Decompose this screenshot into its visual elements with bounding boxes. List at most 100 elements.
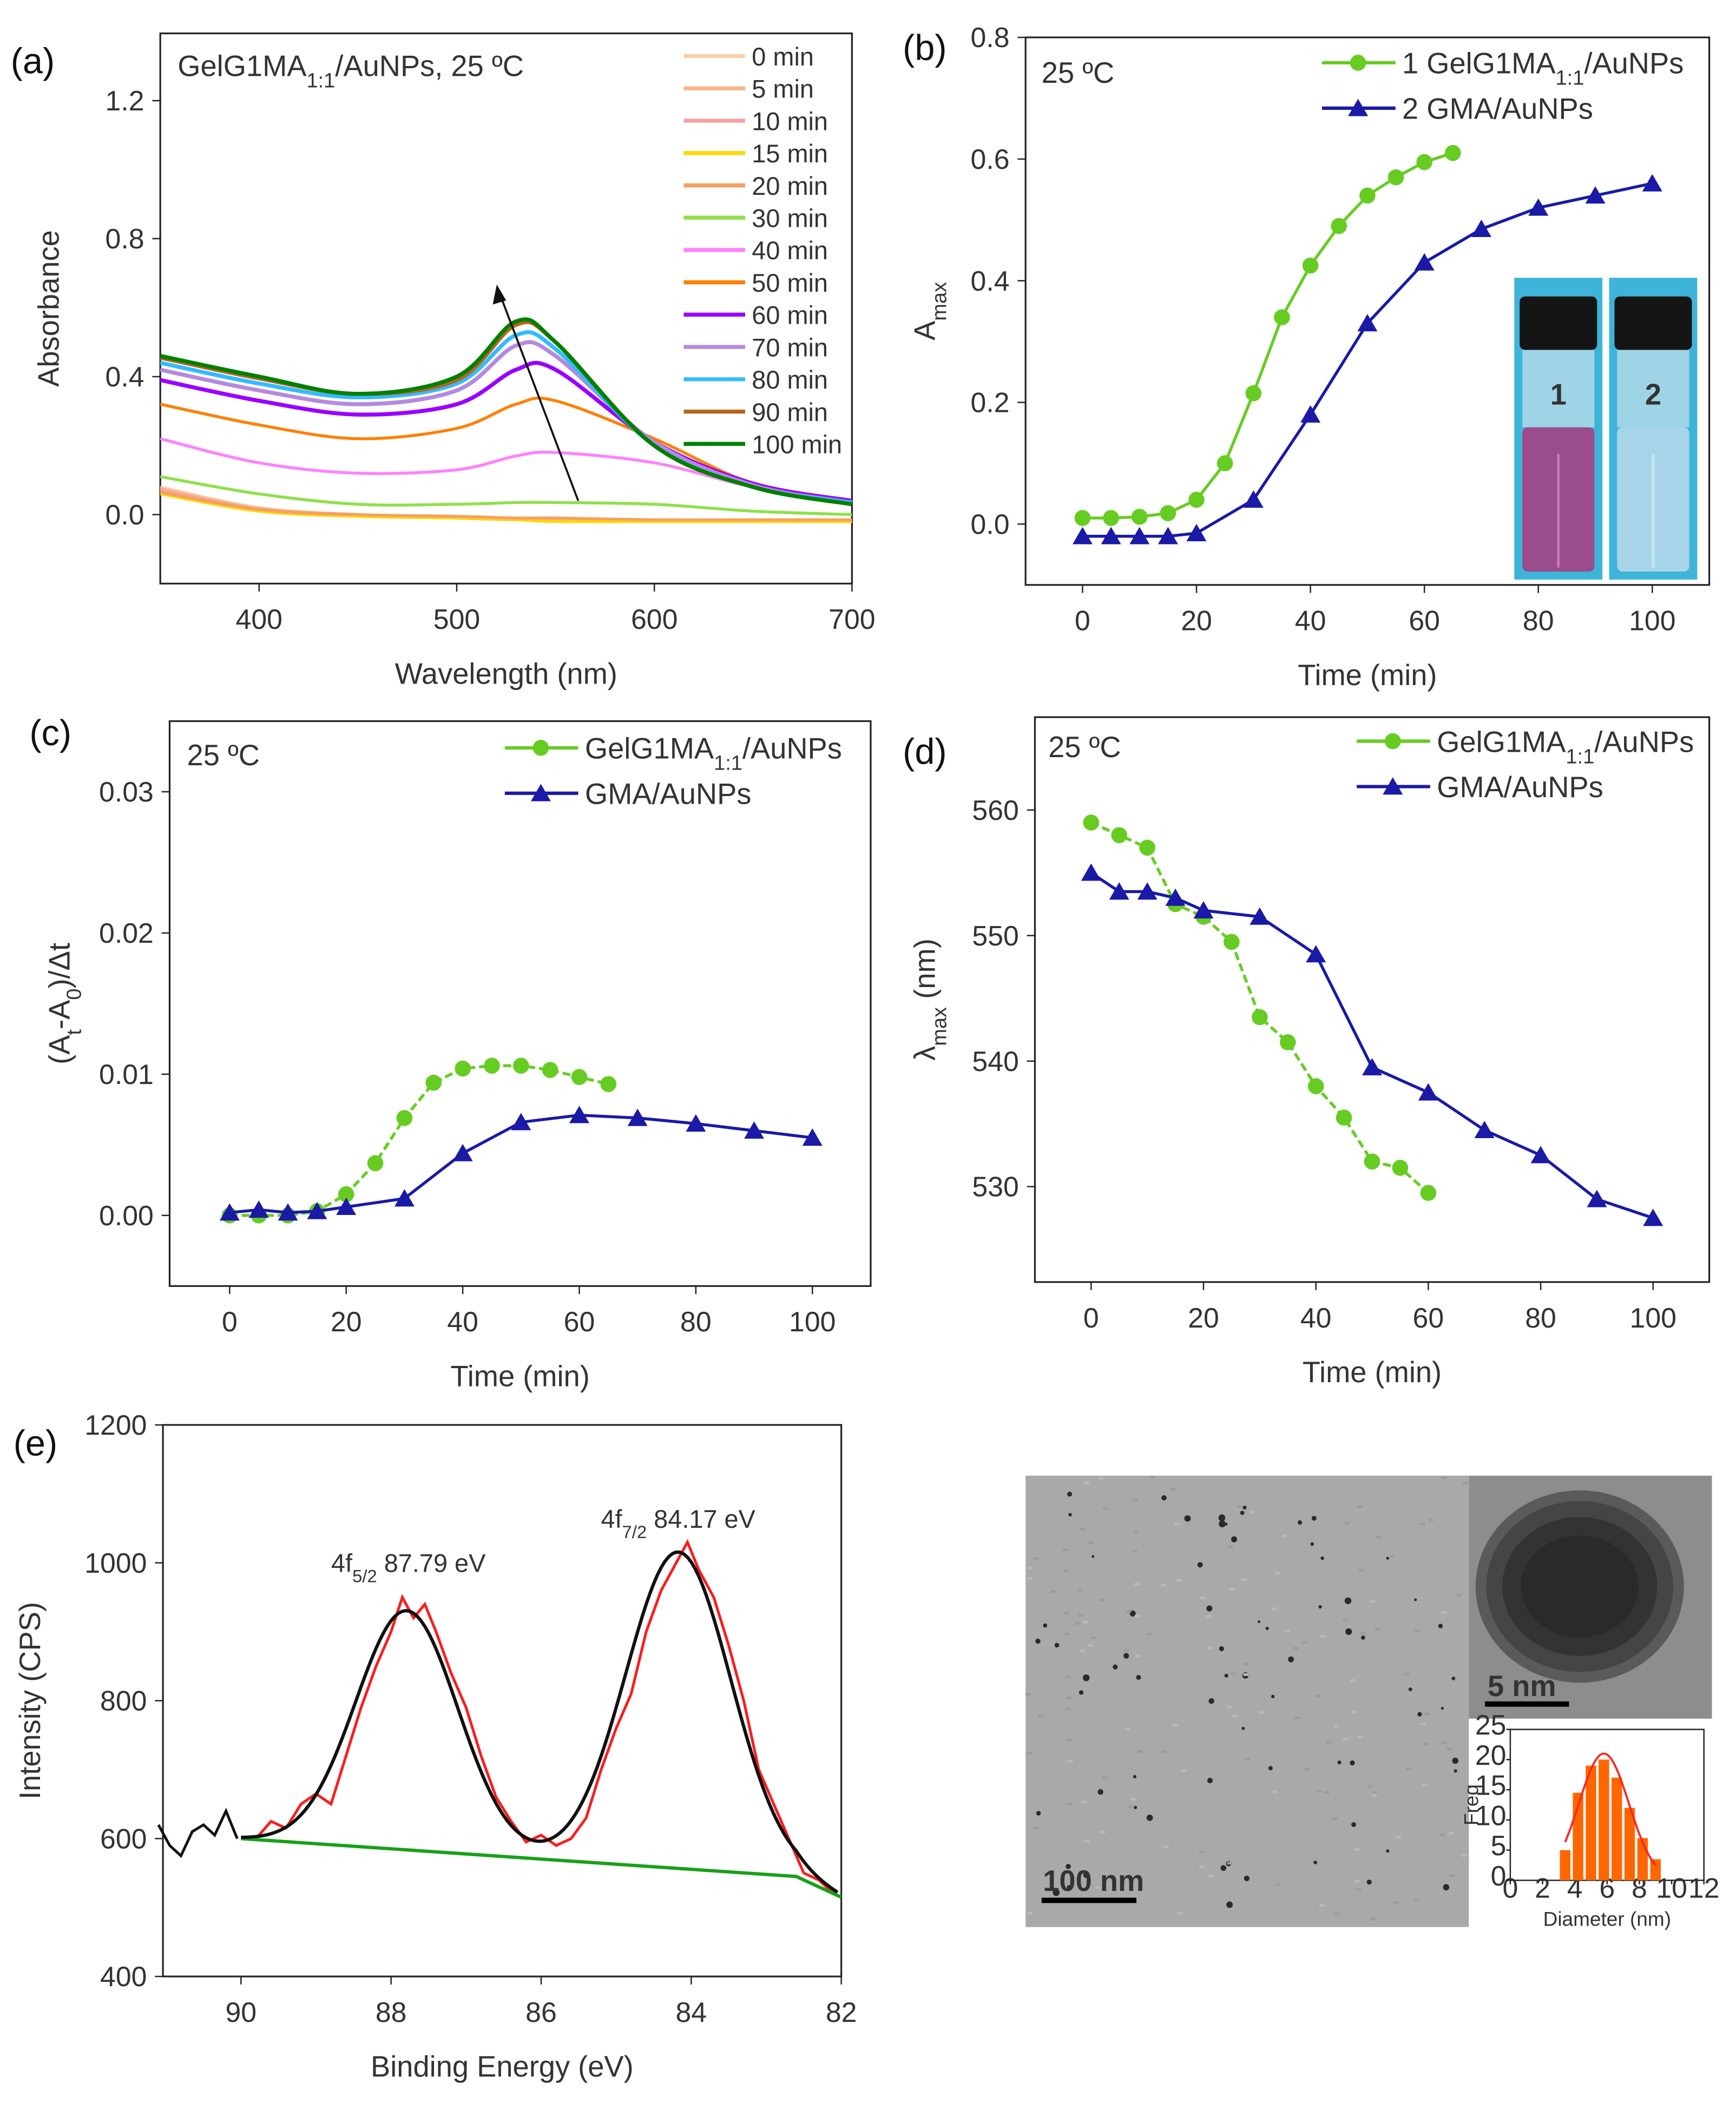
nanoparticle	[1454, 1769, 1457, 1773]
image-noise	[1370, 1600, 1376, 1603]
image-noise	[1358, 1568, 1364, 1572]
image-noise	[1249, 1510, 1255, 1514]
nanoparticle-lattice	[1521, 1535, 1639, 1638]
data-point	[1643, 1208, 1663, 1226]
image-noise	[1324, 1791, 1330, 1794]
data-point	[1445, 144, 1461, 161]
image-noise	[1396, 1836, 1402, 1839]
data-point	[511, 1113, 531, 1131]
data-point	[1383, 777, 1403, 795]
data-point	[1336, 1109, 1352, 1126]
nanoparticle	[1268, 1766, 1273, 1771]
x-tick-label: 80	[680, 1306, 712, 1337]
image-noise	[1272, 1790, 1278, 1794]
image-noise	[1206, 1615, 1212, 1618]
data-point	[1348, 98, 1369, 116]
nanoparticle	[1184, 1515, 1191, 1522]
nanoparticle	[1366, 1879, 1372, 1885]
raw-spectrum-left	[157, 1808, 239, 1858]
nanoparticle	[1129, 1610, 1136, 1617]
panel-a: 400 500 600 700 0.0 0.4 0.8 1.2 Wavelength (nm) A…	[32, 32, 876, 690]
image-noise	[1078, 1614, 1084, 1617]
image-noise	[1333, 1725, 1339, 1728]
nanoparticle	[1134, 1805, 1137, 1809]
data-point	[1193, 901, 1214, 919]
nanoparticle	[1218, 1514, 1226, 1521]
image-noise	[1025, 1693, 1031, 1696]
nanoparticle	[1068, 1513, 1072, 1517]
data-point	[1165, 888, 1186, 906]
nanoparticle	[1083, 1872, 1089, 1878]
image-noise	[1064, 1612, 1070, 1615]
image-noise	[1356, 1888, 1362, 1891]
panel-label: (d)	[903, 732, 946, 772]
legend-label: 0 min	[752, 43, 814, 71]
peak-label-4f52-rest: 87.79 eV	[377, 1549, 486, 1577]
legend-label: 5 min	[752, 75, 814, 103]
image-noise	[1038, 1715, 1044, 1718]
data-point	[1364, 1153, 1380, 1170]
x-axis-title: Time (min)	[1303, 1356, 1442, 1389]
data-point	[1274, 309, 1290, 325]
nanoparticle	[1443, 1884, 1450, 1891]
y-axis-title: Amax	[908, 282, 951, 340]
image-noise	[1084, 1481, 1090, 1484]
x-tick-label: 80	[1525, 1302, 1556, 1334]
legend-label: GMA/AuNPs	[1437, 771, 1603, 804]
nanoparticle	[1240, 1510, 1245, 1515]
legend-label-main: GMA/AuNPs	[585, 777, 752, 810]
vial-cap	[1520, 296, 1597, 350]
nanoparticle	[1067, 1885, 1071, 1889]
y-tick-label: 550	[972, 920, 1018, 951]
image-noise	[1259, 1711, 1265, 1714]
image-noise	[1149, 1475, 1155, 1479]
y-tick-label: 0	[1491, 1860, 1507, 1891]
legend-label-sub: 1:1	[1566, 745, 1594, 768]
nanoparticle	[1053, 1889, 1060, 1896]
nanoparticle	[1133, 1775, 1137, 1778]
legend-label-rest: /AuNPs	[742, 732, 842, 765]
nanoparticle	[1351, 1822, 1356, 1827]
legend-label: GMA/AuNPs	[585, 777, 752, 810]
nanoparticle	[1441, 1706, 1444, 1710]
vial-label: 1	[1550, 378, 1567, 411]
y-tick-label: 0.02	[99, 917, 154, 949]
image-noise	[1067, 1759, 1073, 1763]
data-point	[1158, 527, 1178, 544]
panel-b: 0 20 40 60 80 100 0.0 0.2 0.4 0.6 0.8 Time (min) 25 …	[908, 22, 1711, 692]
y-tick-label: 0.00	[99, 1200, 154, 1231]
legend-label-main: GelG1MA	[1437, 725, 1566, 758]
data-point	[1252, 1009, 1268, 1026]
image-noise	[1237, 1505, 1242, 1508]
histogram-bar	[1586, 1765, 1596, 1881]
image-noise	[1065, 1707, 1071, 1710]
image-noise	[1207, 1646, 1213, 1650]
y-axis-title: (At-A0)/Δt	[43, 943, 86, 1065]
image-noise	[1099, 1598, 1104, 1601]
nanoparticle	[1337, 1761, 1342, 1765]
data-point	[1139, 839, 1155, 856]
data-point	[1137, 882, 1158, 900]
image-noise	[1461, 1854, 1467, 1857]
data-point	[530, 784, 551, 802]
nanoparticle	[1066, 1864, 1071, 1869]
x-tick-label: 400	[236, 603, 282, 635]
nanoparticle	[1350, 1760, 1355, 1766]
image-noise	[1027, 1912, 1033, 1915]
data-point	[367, 1155, 384, 1172]
legend-label-rest: /AuNPs	[1584, 47, 1684, 80]
data-point	[1642, 174, 1662, 192]
data-point	[278, 1203, 298, 1221]
image-noise	[1243, 1673, 1249, 1676]
image-noise	[1271, 1607, 1277, 1611]
data-point	[425, 1074, 442, 1091]
panel-c: 0 20 40 60 80 100 0.00 0.01 0.02 0.03 Time (min) 25…	[43, 720, 872, 1392]
image-noise	[1358, 1736, 1364, 1738]
image-noise	[1133, 1530, 1139, 1533]
image-noise	[1301, 1641, 1307, 1644]
y-axis-title-main: λ	[908, 1046, 941, 1061]
image-noise	[1033, 1557, 1039, 1560]
y-tick-label: 0.8	[106, 223, 144, 254]
scale-bar-inset-label: 5 nm	[1488, 1670, 1556, 1703]
y-tick-label: 0.0	[106, 499, 144, 530]
